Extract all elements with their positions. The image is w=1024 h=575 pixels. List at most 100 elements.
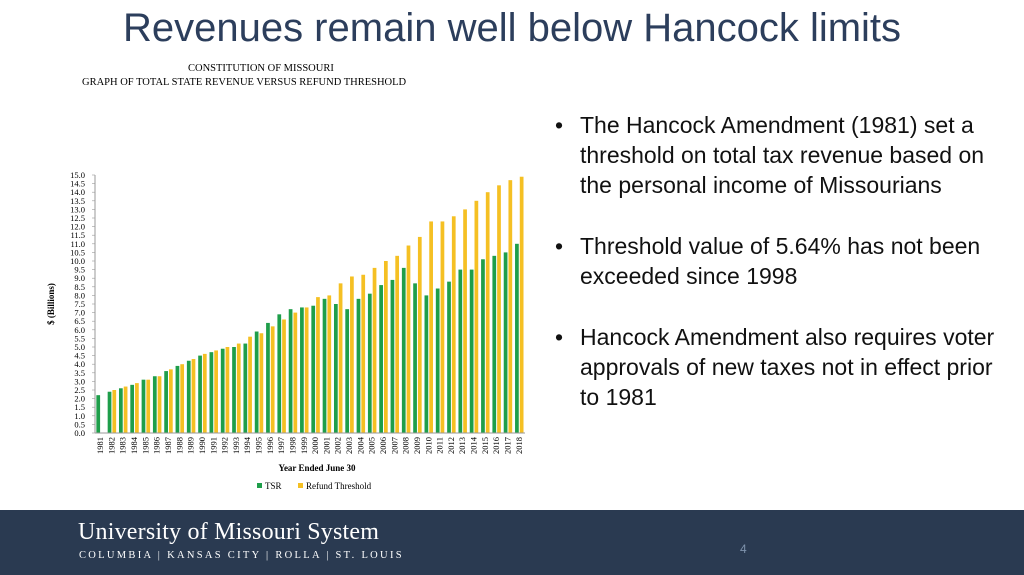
y-tick-label: 9.5 [74, 265, 85, 275]
page-number: 4 [740, 542, 747, 556]
x-tick-label: 2005 [367, 437, 377, 454]
bar-tsr [130, 384, 135, 433]
x-tick-label: 1982 [106, 437, 116, 454]
bar-refund-threshold [350, 276, 354, 433]
x-axis-ticks: 1981 1982 1983 1984 1985 1986 1987 1988 1989 1990… [95, 436, 524, 454]
bar-refund-threshold [451, 216, 456, 433]
y-tick-label: 1.5 [74, 402, 85, 412]
x-tick-label: 1984 [129, 436, 139, 454]
bar-tsr [481, 259, 485, 433]
y-tick-label: 4.0 [74, 359, 85, 369]
chart-title-line1: CONSTITUTION OF MISSOURI [188, 63, 334, 74]
bar-tsr [232, 347, 236, 433]
y-tick-label: 14.5 [70, 179, 85, 189]
legend-swatch-threshold [298, 483, 303, 488]
x-tick-label: 2003 [344, 437, 354, 454]
bar-tsr [96, 395, 101, 433]
bar-refund-threshold [383, 261, 388, 433]
bar-refund-threshold [191, 359, 196, 433]
bar-refund-threshold [248, 336, 252, 433]
x-tick-label: 2002 [333, 437, 343, 454]
y-tick-label: 13.5 [70, 196, 85, 206]
bar-tsr [107, 391, 112, 433]
bar-tsr [515, 243, 519, 433]
x-tick-label: 2015 [480, 437, 490, 454]
bar-refund-threshold [338, 283, 343, 433]
legend: TSR Refund Threshold [257, 481, 372, 491]
y-tick-label: 0.0 [74, 428, 85, 438]
bar-refund-threshold [214, 350, 218, 433]
chart-title-line2: GRAPH OF TOTAL STATE REVENUE VERSUS REFU… [82, 77, 407, 88]
bar-refund-threshold [372, 267, 377, 433]
bar-tsr [356, 298, 361, 433]
bar-refund-threshold [417, 236, 422, 433]
bullet-item: • Threshold value of 5.64% has not been e… [555, 231, 995, 291]
bar-refund-threshold [123, 386, 128, 433]
x-tick-label: 2009 [412, 437, 422, 454]
bar-tsr [288, 309, 293, 433]
bar-tsr [435, 288, 440, 433]
bar-refund-threshold [361, 274, 366, 433]
bullet-dot-icon: • [555, 233, 564, 259]
x-tick-label: 2004 [355, 436, 365, 454]
bullet-list: • The Hancock Amendment (1981) set a thre… [555, 110, 995, 443]
y-tick-label: 6.0 [74, 325, 85, 335]
x-tick-label: 2010 [423, 437, 433, 454]
bar-tsr [152, 376, 157, 433]
y-tick-label: 8.0 [74, 290, 85, 300]
x-tick-label: 1985 [140, 437, 150, 454]
x-tick-label: 1991 [208, 437, 218, 454]
bar-tsr [186, 360, 191, 433]
x-tick-label: 1994 [242, 436, 252, 454]
bar-tsr [311, 305, 316, 433]
legend-swatch-tsr [257, 483, 262, 488]
bar-tsr [300, 307, 304, 433]
y-tick-label: 3.0 [74, 376, 85, 386]
bars [96, 176, 524, 433]
bar-refund-threshold [112, 390, 117, 433]
bar-refund-threshold [485, 192, 490, 433]
bar-tsr [254, 331, 259, 433]
bar-refund-threshold [282, 319, 286, 433]
bar-refund-threshold [135, 383, 139, 433]
y-tick-label: 5.5 [74, 333, 85, 343]
y-tick-label: 13.0 [70, 204, 85, 214]
x-tick-label: 1996 [265, 437, 275, 454]
y-tick-label: 12.0 [70, 222, 85, 232]
bullet-text: Threshold value of 5.64% has not been ex… [580, 233, 981, 289]
x-tick-label: 2013 [457, 437, 467, 454]
x-tick-label: 2008 [401, 437, 411, 454]
bar-refund-threshold [327, 295, 332, 433]
bar-tsr [243, 343, 248, 433]
bar-refund-threshold [168, 369, 173, 433]
y-tick-label: 2.5 [74, 385, 85, 395]
bar-tsr [209, 352, 214, 433]
bar-refund-threshold [497, 185, 501, 433]
bar-refund-threshold [180, 364, 185, 433]
campus-list: COLUMBIA | KANSAS CITY | ROLLA | ST. LOU… [79, 550, 404, 561]
bar-refund-threshold [304, 307, 309, 433]
bar-refund-threshold [236, 343, 241, 433]
bullet-text: Hancock Amendment also requires voter ap… [580, 324, 995, 410]
bar-tsr [503, 252, 508, 433]
x-tick-label: 1997 [276, 437, 286, 454]
x-tick-label: 2018 [514, 437, 524, 454]
bar-tsr [141, 379, 146, 433]
x-tick-label: 1986 [152, 437, 162, 454]
x-tick-label: 1988 [174, 437, 184, 454]
bar-refund-threshold [316, 297, 320, 433]
chart-heading: CONSTITUTION OF MISSOURI GRAPH OF TOTAL … [82, 62, 482, 90]
y-tick-label: 11.0 [70, 239, 85, 249]
university-name: University of Missouri System [78, 519, 380, 545]
bar-refund-threshold [429, 221, 433, 433]
x-tick-label: 1999 [299, 437, 309, 454]
x-tick-label: 1990 [197, 437, 207, 454]
bar-tsr [413, 283, 417, 433]
bar-refund-threshold [293, 312, 298, 433]
x-tick-label: 2006 [378, 437, 388, 454]
x-tick-label: 1981 [95, 437, 105, 454]
bar-refund-threshold [440, 221, 445, 433]
x-tick-label: 2014 [469, 436, 479, 454]
bar-tsr [424, 295, 429, 433]
bullet-item: • Hancock Amendment also requires voter a… [555, 322, 995, 412]
